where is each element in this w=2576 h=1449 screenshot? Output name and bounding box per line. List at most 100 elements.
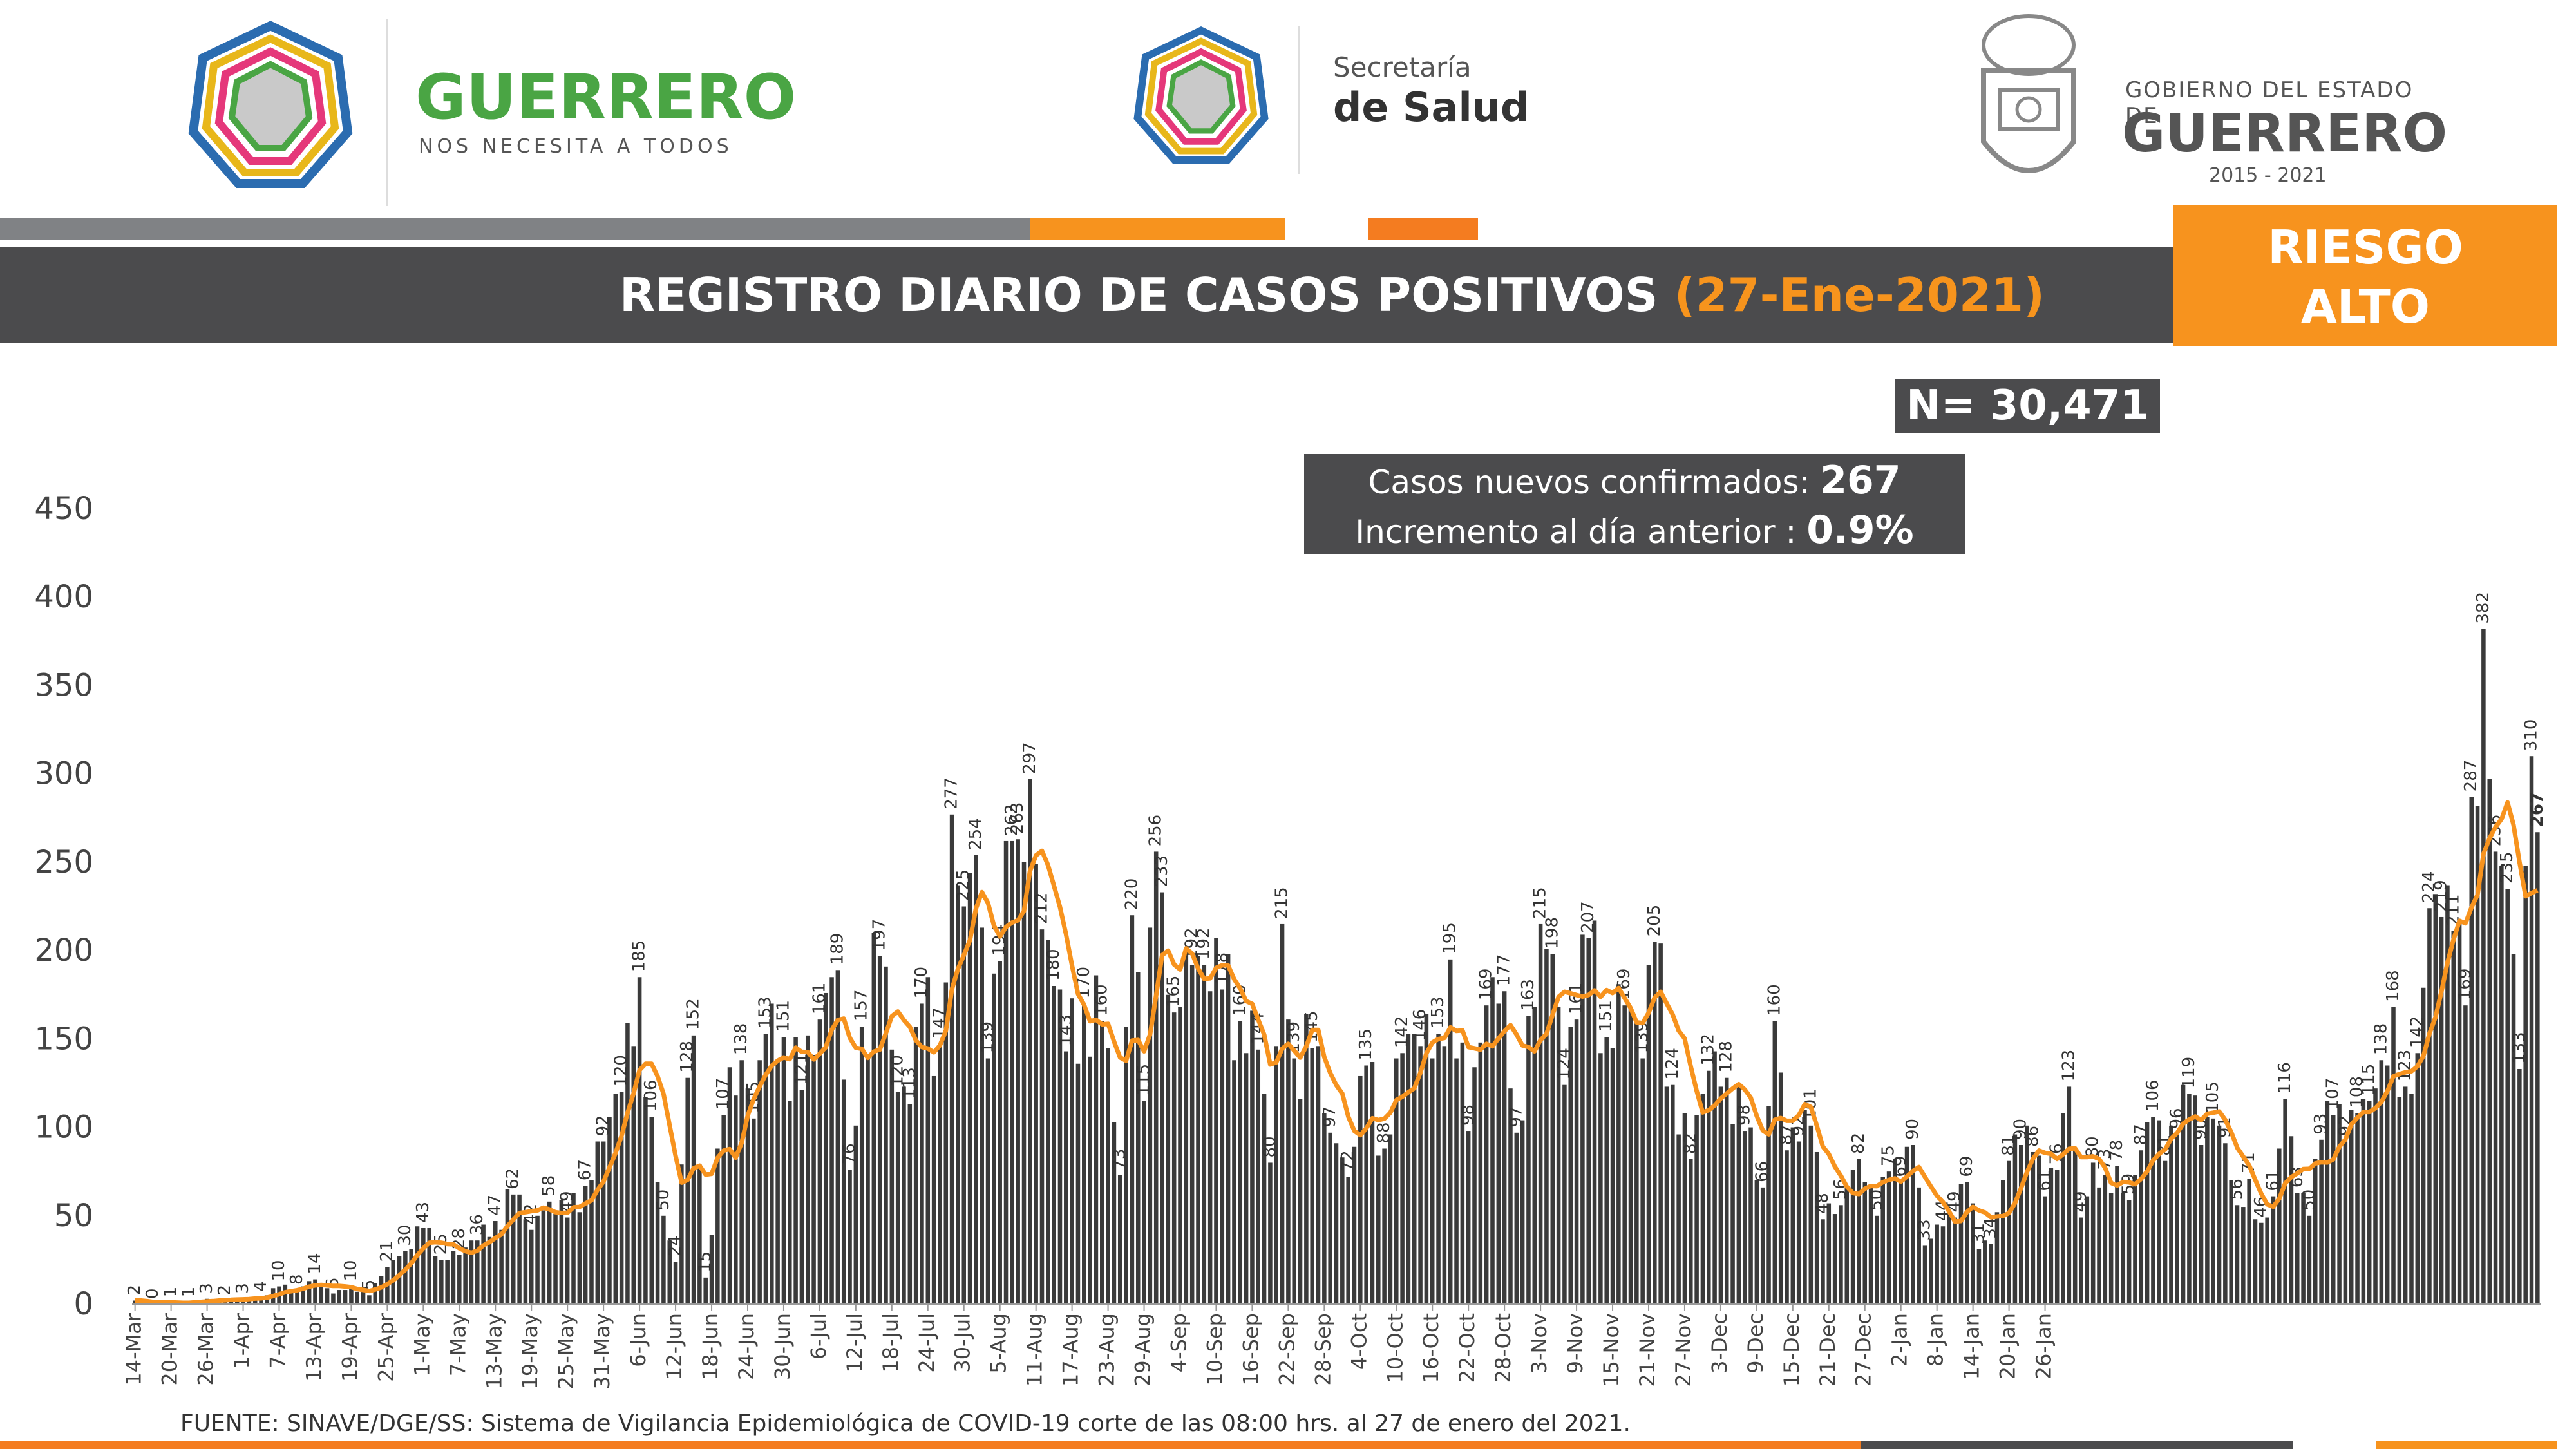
data-label: 120 bbox=[612, 1055, 631, 1087]
bar bbox=[2391, 1007, 2396, 1304]
data-label: 98 bbox=[1735, 1104, 1754, 1126]
data-label: 33 bbox=[1915, 1219, 1935, 1240]
bar bbox=[1814, 1151, 1819, 1304]
bar bbox=[2313, 1159, 2318, 1304]
data-label: 24 bbox=[666, 1235, 685, 1256]
data-label: 185 bbox=[630, 940, 649, 972]
bar bbox=[2301, 1193, 2306, 1304]
x-tick-label: 6-Jul bbox=[806, 1313, 831, 1359]
data-label: 30 bbox=[395, 1225, 415, 1246]
bar bbox=[649, 1117, 654, 1304]
data-label: 195 bbox=[1441, 922, 1460, 954]
data-label: 75 bbox=[1879, 1145, 1899, 1166]
data-label: 207 bbox=[1578, 901, 1598, 933]
bar bbox=[1358, 1075, 1363, 1304]
data-label: 146 bbox=[1410, 1009, 1430, 1041]
bar bbox=[379, 1276, 384, 1304]
data-label: 142 bbox=[2407, 1016, 2427, 1048]
bar bbox=[913, 1027, 918, 1304]
bar bbox=[925, 977, 931, 1304]
bar bbox=[643, 1097, 648, 1304]
bar bbox=[349, 1286, 354, 1304]
bar bbox=[505, 1189, 510, 1304]
bar bbox=[1112, 1122, 1117, 1304]
bar bbox=[709, 1235, 714, 1304]
bar bbox=[463, 1247, 468, 1304]
x-tick-label: 13-May bbox=[482, 1313, 506, 1389]
x-tick-label: 29-Aug bbox=[1131, 1313, 1155, 1387]
bar bbox=[2403, 1086, 2408, 1304]
data-label: 113 bbox=[900, 1067, 919, 1099]
bar bbox=[499, 1229, 504, 1304]
y-tick-label: 350 bbox=[34, 667, 93, 703]
bar bbox=[703, 1277, 708, 1304]
bar bbox=[2241, 1207, 2246, 1304]
bar bbox=[902, 1086, 906, 1304]
data-label: 106 bbox=[2143, 1079, 2163, 1112]
bar bbox=[1117, 1175, 1122, 1304]
chart-title: REGISTRO DIARIO DE CASOS POSITIVOS (27-E… bbox=[113, 247, 2174, 343]
bar bbox=[289, 1290, 294, 1304]
bar bbox=[859, 1027, 864, 1304]
bar bbox=[1580, 934, 1585, 1304]
bar bbox=[1189, 965, 1195, 1304]
bar bbox=[2097, 1187, 2101, 1304]
x-tick-label: 28-Oct bbox=[1491, 1313, 1515, 1383]
x-tick-label: 22-Sep bbox=[1274, 1313, 1299, 1386]
bar bbox=[2223, 1143, 2228, 1304]
bar bbox=[337, 1290, 342, 1304]
bar bbox=[920, 1003, 924, 1304]
bar bbox=[967, 873, 972, 1304]
bar bbox=[1316, 1046, 1321, 1304]
bar bbox=[1958, 1184, 1964, 1304]
bar bbox=[577, 1212, 582, 1304]
bar bbox=[1778, 1072, 1783, 1304]
bar bbox=[2163, 1160, 2168, 1304]
data-label: 119 bbox=[2179, 1057, 2199, 1089]
data-label: 115 bbox=[1134, 1064, 1153, 1096]
data-label: 192 bbox=[1194, 927, 1213, 960]
bar bbox=[1196, 956, 1200, 1304]
bar bbox=[1135, 972, 1141, 1304]
data-label: 49 bbox=[2071, 1191, 2090, 1212]
bar bbox=[1070, 998, 1074, 1304]
data-label: 69 bbox=[1957, 1156, 1976, 1177]
bar bbox=[433, 1256, 438, 1304]
bar bbox=[1922, 1245, 1927, 1304]
new-cases-value: 267 bbox=[1820, 458, 1901, 503]
bar bbox=[667, 1240, 672, 1304]
bar bbox=[673, 1262, 678, 1304]
y-tick-label: 0 bbox=[73, 1286, 93, 1322]
data-label: 297 bbox=[1020, 742, 1039, 774]
bar bbox=[2085, 1196, 2090, 1304]
bar bbox=[788, 1101, 792, 1304]
bar bbox=[1646, 965, 1651, 1304]
x-tick-label: 24-Jul bbox=[914, 1313, 939, 1373]
bar bbox=[1274, 1046, 1278, 1304]
bar bbox=[1496, 1003, 1501, 1304]
bar bbox=[1214, 938, 1218, 1304]
guerrero-emblem-icon bbox=[188, 21, 353, 188]
bar bbox=[1046, 940, 1050, 1304]
bar bbox=[2211, 1118, 2215, 1304]
x-tick-label: 5-Aug bbox=[987, 1313, 1011, 1374]
logo1-title: GUERRERO bbox=[415, 61, 797, 133]
bar bbox=[1748, 1127, 1753, 1304]
x-tick-label: 18-Jun bbox=[698, 1313, 723, 1380]
bar bbox=[2463, 1005, 2468, 1304]
x-tick-label: 30-Jun bbox=[770, 1313, 795, 1380]
bar bbox=[817, 1019, 822, 1304]
data-label: 76 bbox=[840, 1143, 859, 1164]
bar bbox=[1700, 1094, 1705, 1304]
data-label: 262 bbox=[1002, 804, 1021, 836]
x-tick-label: 28-Sep bbox=[1311, 1313, 1335, 1386]
bar bbox=[1844, 1187, 1850, 1304]
bar bbox=[1947, 1210, 1951, 1304]
data-label: 34 bbox=[1981, 1218, 2000, 1239]
x-tick-label: 12-Jun bbox=[662, 1313, 687, 1380]
x-tick-label: 25-May bbox=[554, 1313, 578, 1389]
data-label: 169 bbox=[1477, 969, 1496, 1001]
bar bbox=[1334, 1143, 1339, 1304]
bar bbox=[757, 1060, 762, 1304]
data-label: 87 bbox=[1777, 1124, 1796, 1145]
